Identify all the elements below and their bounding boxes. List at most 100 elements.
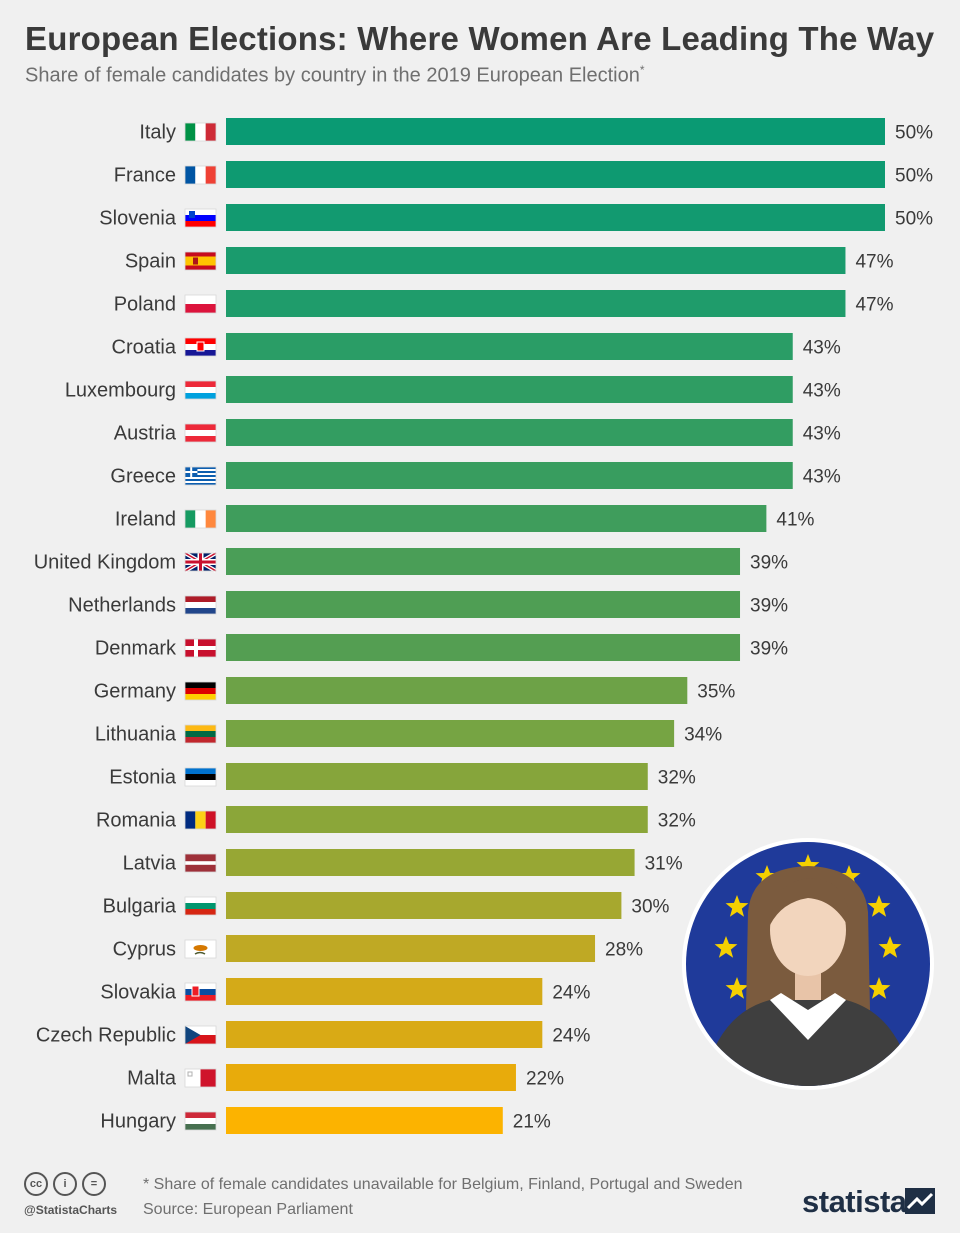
creative-commons-icon: cc bbox=[24, 1172, 48, 1196]
greece-flag-icon bbox=[184, 466, 217, 486]
statista-logo-mark-icon bbox=[905, 1188, 935, 1214]
category-label: Poland bbox=[114, 294, 176, 316]
bar bbox=[226, 677, 688, 704]
category-label: Netherlands bbox=[68, 595, 176, 617]
estonia-flag-icon bbox=[184, 767, 217, 787]
italy-flag-icon bbox=[184, 122, 217, 142]
subtitle-footnote-marker: * bbox=[639, 63, 645, 77]
chart-title: European Elections: Where Women Are Lead… bbox=[25, 20, 935, 57]
category-label: Bulgaria bbox=[103, 896, 177, 918]
bar-row: Denmark 39% bbox=[95, 634, 788, 661]
category-label: Slovakia bbox=[100, 982, 176, 1004]
latvia-flag-icon bbox=[184, 853, 217, 873]
value-label: 32% bbox=[658, 811, 696, 832]
value-label: 41% bbox=[776, 510, 814, 531]
value-label: 22% bbox=[526, 1069, 564, 1090]
value-label: 31% bbox=[645, 854, 683, 875]
category-label: Germany bbox=[94, 681, 176, 703]
bar bbox=[226, 548, 741, 575]
france-flag-icon bbox=[184, 165, 217, 185]
category-label: Slovenia bbox=[99, 208, 177, 230]
bar bbox=[226, 1064, 516, 1091]
slovenia-flag-icon bbox=[184, 208, 217, 228]
romania-flag-icon bbox=[184, 810, 217, 830]
bar bbox=[226, 849, 635, 876]
bar bbox=[226, 161, 885, 188]
subtitle-text: Share of female candidates by country in… bbox=[25, 64, 640, 87]
category-label: Greece bbox=[110, 466, 176, 488]
value-label: 34% bbox=[684, 725, 722, 746]
bar-row: Hungary 21% bbox=[100, 1107, 551, 1134]
bulgaria-flag-icon bbox=[184, 896, 217, 916]
bar-row: Poland 47% bbox=[114, 290, 894, 317]
bar-row: Netherlands 39% bbox=[68, 591, 788, 618]
category-label: Italy bbox=[139, 122, 176, 144]
bar-row: Italy 50% bbox=[139, 118, 933, 145]
germany-flag-icon bbox=[184, 681, 217, 701]
bar bbox=[226, 892, 622, 919]
bar bbox=[226, 333, 793, 360]
slovakia-flag-icon bbox=[184, 982, 217, 1002]
bar-row: Czech Republic 24% bbox=[36, 1021, 590, 1048]
lithuania-flag-icon bbox=[184, 724, 217, 744]
value-label: 24% bbox=[552, 1026, 590, 1047]
value-label: 24% bbox=[552, 983, 590, 1004]
value-label: 32% bbox=[658, 768, 696, 789]
value-label: 28% bbox=[605, 940, 643, 961]
bar bbox=[226, 978, 543, 1005]
croatia-flag-icon bbox=[184, 337, 217, 357]
poland-flag-icon bbox=[184, 294, 217, 314]
bar-row: Bulgaria 30% bbox=[103, 892, 670, 919]
uk-flag-icon bbox=[183, 551, 218, 573]
austria-flag-icon bbox=[184, 423, 217, 443]
category-label: Lithuania bbox=[95, 724, 177, 746]
category-label: Malta bbox=[127, 1068, 177, 1090]
czech-flag-icon bbox=[184, 1025, 217, 1045]
value-label: 50% bbox=[895, 166, 933, 187]
category-label: France bbox=[114, 165, 176, 187]
bars-layer: Italy 50% France 50% Slovenia 50% Spain 47% Pola… bbox=[34, 118, 933, 1134]
netherlands-flag-icon bbox=[184, 595, 217, 615]
bar bbox=[226, 634, 741, 661]
bar bbox=[226, 763, 648, 790]
bar-row: Spain 47% bbox=[125, 247, 894, 274]
value-label: 47% bbox=[855, 252, 893, 273]
bar-row: Luxembourg 43% bbox=[65, 376, 841, 403]
value-label: 43% bbox=[803, 381, 841, 402]
bar-row: Ireland 41% bbox=[115, 505, 815, 532]
bar bbox=[226, 806, 648, 833]
category-label: Spain bbox=[125, 251, 176, 273]
bar bbox=[226, 505, 767, 532]
value-label: 39% bbox=[750, 596, 788, 617]
bar-row: Slovenia 50% bbox=[99, 204, 933, 231]
bar-row: Austria 43% bbox=[114, 419, 841, 446]
category-label: Latvia bbox=[123, 853, 177, 875]
bar bbox=[226, 935, 596, 962]
bar bbox=[226, 1021, 543, 1048]
attribution-icon: i bbox=[53, 1172, 77, 1196]
twitter-handle: @StatistaCharts bbox=[24, 1203, 118, 1217]
bar bbox=[226, 290, 846, 317]
bar bbox=[226, 462, 793, 489]
category-label: Austria bbox=[114, 423, 177, 445]
value-label: 39% bbox=[750, 639, 788, 660]
category-label: Romania bbox=[96, 810, 177, 832]
license-icons: cc i = bbox=[24, 1172, 106, 1196]
value-label: 30% bbox=[631, 897, 669, 918]
value-label: 21% bbox=[513, 1112, 551, 1133]
denmark-flag-icon bbox=[184, 638, 217, 658]
category-label: Croatia bbox=[112, 337, 177, 359]
value-label: 50% bbox=[895, 123, 933, 144]
luxembourg-flag-icon bbox=[184, 380, 217, 400]
bar bbox=[226, 591, 741, 618]
ireland-flag-icon bbox=[184, 509, 217, 529]
bar bbox=[226, 376, 793, 403]
bar bbox=[226, 720, 675, 747]
spain-flag-icon bbox=[184, 251, 217, 271]
bar-row: Romania 32% bbox=[96, 806, 696, 833]
bar bbox=[226, 247, 846, 274]
category-label: Cyprus bbox=[113, 939, 176, 961]
value-label: 43% bbox=[803, 467, 841, 488]
bar bbox=[226, 118, 885, 145]
bar-row: Croatia 43% bbox=[112, 333, 841, 360]
